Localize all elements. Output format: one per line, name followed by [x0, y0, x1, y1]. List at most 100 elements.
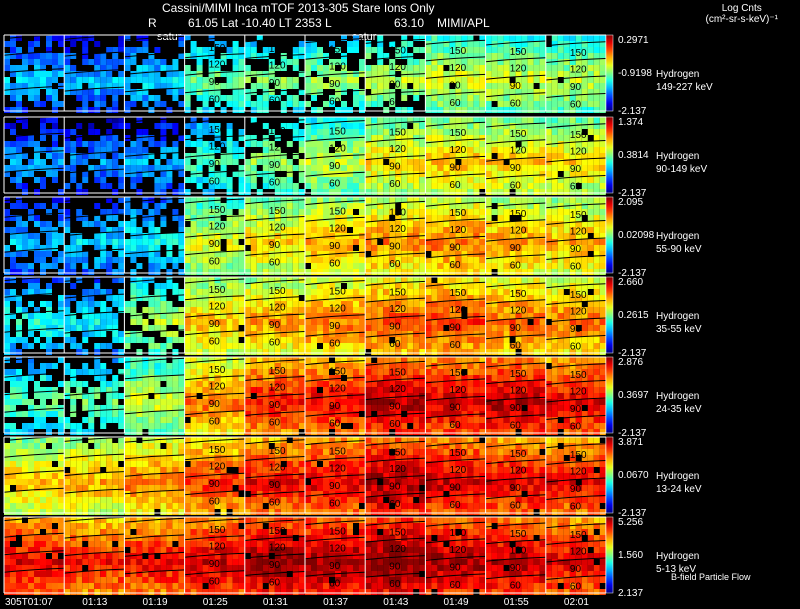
pitch-angle-contour [3, 452, 65, 458]
pitch-angle-contour [365, 252, 426, 258]
pitch-angle-contour [244, 171, 306, 176]
pitch-angle-label: 90 [510, 563, 522, 574]
bfield-particle-flow-label: B-field Particle Flow [671, 572, 751, 582]
pitch-angle-label: 120 [510, 226, 527, 237]
colorbar-min-label: -2.137 [618, 348, 647, 359]
pitch-angle-label: 120 [570, 547, 587, 558]
pitch-angle-contour [184, 472, 245, 478]
inca-image-cell: 150 120 90 60 [184, 517, 245, 595]
pitch-angle-contour [304, 38, 366, 44]
pitch-angle-contour [244, 71, 306, 77]
inca-image-cell [124, 197, 185, 275]
pitch-angle-label: 150 [450, 288, 467, 299]
pitch-angle-label: 120 [269, 543, 286, 554]
pitch-angle-contour [304, 536, 366, 542]
pitch-angle-label: 150 [450, 46, 467, 57]
pitch-angle-contour [425, 56, 486, 62]
inca-image-cell [3, 116, 65, 195]
pitch-angle-label: 60 [450, 420, 462, 431]
pitch-angle-contour [184, 118, 245, 124]
pitch-angle-contour [184, 215, 245, 221]
pitch-angle-label: 60 [209, 95, 221, 106]
pitch-angle-contour [365, 475, 426, 481]
pitch-angle-contour [64, 213, 125, 219]
pitch-angle-contour [545, 540, 607, 545]
pitch-angle-contour [124, 551, 185, 557]
pitch-angle-label: 150 [269, 44, 286, 55]
pitch-angle-contour [304, 554, 366, 560]
pitch-angle-label: 60 [389, 339, 401, 350]
inca-image-cell: 150 120 90 60 [365, 357, 426, 435]
pitch-angle-contour [304, 251, 366, 257]
pitch-angle-label: 90 [269, 400, 281, 411]
colorbar [605, 356, 614, 434]
pitch-angle-label: 90 [269, 480, 281, 491]
pitch-angle-label: 150 [269, 286, 286, 297]
pitch-angle-label: 60 [269, 498, 281, 509]
pitch-angle-contour [184, 358, 245, 364]
pitch-angle-contour [425, 441, 486, 447]
pitch-angle-label: 150 [329, 45, 346, 56]
inca-image-cell: 150 120 90 60 [304, 197, 366, 275]
pitch-angle-contour [425, 413, 486, 419]
pitch-angle-label: 60 [209, 417, 221, 428]
inca-image-cell: 150 120 90 60 [184, 197, 245, 275]
inca-image-cell: 150 120 90 60 [365, 117, 426, 195]
inca-image-cell [64, 516, 125, 595]
pitch-angle-contour [425, 39, 486, 45]
pitch-angle-contour [184, 250, 245, 256]
pitch-angle-contour [64, 328, 125, 334]
pitch-angle-contour [64, 436, 125, 442]
pitch-angle-contour [304, 571, 366, 577]
pitch-angle-label: 60 [209, 337, 221, 348]
pitch-angle-label: 150 [570, 210, 587, 221]
inca-image-cell: 150 120 90 60 [244, 35, 306, 113]
colorbar-mid-label: 0.02098 [618, 230, 655, 241]
pitch-angle-label: 60 [510, 421, 522, 432]
pitch-angle-contour [184, 438, 245, 444]
pitch-angle-contour [365, 412, 426, 418]
pitch-angle-contour [244, 199, 306, 205]
pitch-angle-contour [244, 536, 306, 541]
pitch-angle-label: 120 [329, 143, 346, 154]
units-line2: (cm²-sr-s-keV)⁻¹ [705, 14, 778, 25]
pitch-angle-label: 120 [329, 383, 346, 394]
pitch-angle-contour [244, 37, 306, 43]
inca-image-cell: 150 120 90 60 [425, 437, 486, 515]
pitch-angle-contour [425, 493, 486, 499]
colorbar-min-label: -2.137 [618, 508, 647, 519]
pitch-angle-label: 120 [209, 382, 226, 393]
pitch-angle-label: 60 [389, 579, 401, 590]
inca-image-cell: 150 120 90 60 [184, 437, 245, 515]
pitch-angle-label: 60 [269, 96, 281, 107]
inca-image-cell: 150 120 90 60 [485, 197, 546, 275]
pitch-angle-contour [124, 35, 185, 41]
pitch-angle-label: 120 [269, 143, 286, 154]
pitch-angle-label: 60 [209, 257, 221, 268]
pitch-angle-contour [485, 522, 546, 528]
energy-label: 24-35 keV [656, 404, 702, 415]
pitch-angle-label: 60 [450, 260, 462, 271]
inca-image-cell: 150 120 90 60 [244, 517, 306, 595]
pitch-angle-contour [244, 359, 306, 365]
pitch-angle-label: 150 [450, 528, 467, 539]
pitch-angle-contour [184, 375, 245, 381]
pitch-angle-contour [545, 300, 607, 305]
pitch-angle-contour [485, 299, 546, 305]
pitch-angle-contour [184, 312, 245, 318]
pitch-angle-contour [3, 167, 65, 173]
pitch-angle-label: 120 [450, 305, 467, 316]
pitch-angle-label: 150 [209, 445, 226, 456]
inca-image-cell: 150 120 90 60 [485, 117, 546, 195]
pitch-angle-contour [425, 521, 486, 527]
pitch-angle-contour [425, 315, 486, 321]
pitch-angle-label: 60 [510, 99, 522, 110]
units-line1: Log Cnts [721, 3, 762, 14]
inca-image-cell [64, 116, 125, 195]
inca-image-cell: 150 120 90 60 [304, 437, 366, 515]
r-label: R [148, 16, 157, 30]
pitch-angle-label: 60 [329, 258, 341, 269]
pitch-angle-contour [485, 362, 546, 368]
pitch-angle-contour [124, 52, 185, 58]
pitch-angle-contour [304, 331, 366, 337]
